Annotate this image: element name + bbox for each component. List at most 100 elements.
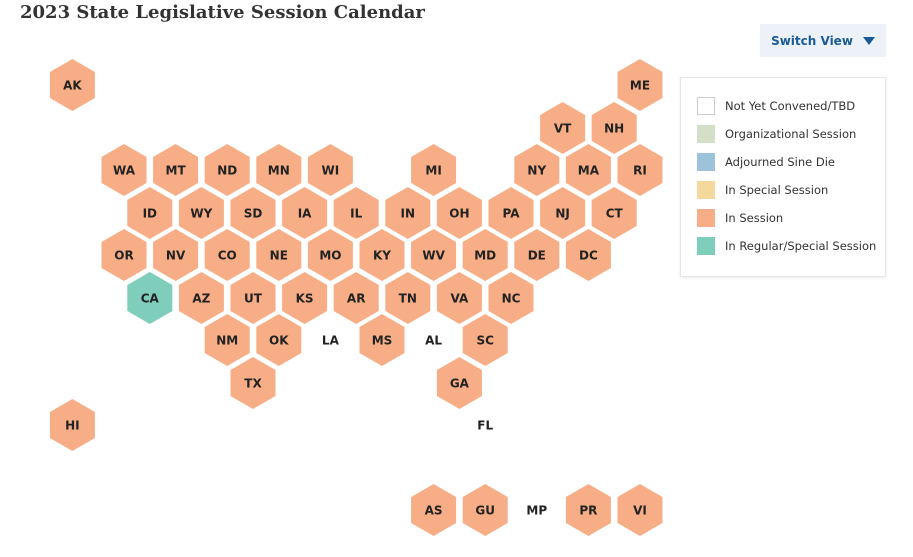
state-label: GA [450, 377, 470, 391]
state-label: MD [474, 249, 496, 263]
state-hex [462, 314, 508, 366]
state-label: NH [604, 122, 624, 136]
state-label: CO [218, 249, 237, 263]
state-hex [101, 229, 147, 281]
state-label: MA [578, 164, 600, 178]
state-hex [462, 484, 508, 536]
state-label: MI [425, 164, 441, 178]
state-label: OH [449, 207, 469, 221]
state-hex [617, 59, 663, 111]
state-hex [153, 144, 199, 196]
state-label: WA [113, 164, 136, 178]
state-hex [307, 144, 353, 196]
state-hex [617, 144, 663, 196]
state-label: MO [319, 249, 341, 263]
page-title: 2023 State Legislative Session Calendar [20, 2, 425, 23]
state-hex [204, 314, 250, 366]
state-label: MT [166, 164, 187, 178]
state-label: WV [422, 249, 445, 263]
state-hex [204, 144, 250, 196]
state-hex [282, 187, 328, 239]
legend-item: In Session [697, 204, 885, 232]
state-hex [333, 187, 379, 239]
state-hex [514, 144, 560, 196]
state-hex [436, 357, 482, 409]
state-label: IA [298, 207, 312, 221]
state-label: CA [141, 292, 160, 306]
state-label: IN [401, 207, 416, 221]
state-hex [411, 229, 457, 281]
legend-label: In Session [725, 211, 784, 225]
state-label: RI [633, 164, 647, 178]
legend-swatch [697, 125, 715, 143]
state-hex [127, 187, 173, 239]
state-label: KS [296, 292, 314, 306]
state-label: VI [633, 504, 647, 518]
legend-label: Organizational Session [725, 127, 857, 141]
state-hex [256, 144, 302, 196]
state-hex [127, 272, 173, 324]
state-hex [411, 314, 457, 366]
state-label: NV [166, 249, 186, 263]
legend-swatch [697, 209, 715, 227]
state-label: VA [451, 292, 469, 306]
state-label: IL [350, 207, 362, 221]
state-hex [49, 399, 95, 451]
state-hex [565, 144, 611, 196]
state-hex [204, 229, 250, 281]
state-label: TN [399, 292, 417, 306]
legend-label: Adjourned Sine Die [725, 155, 835, 169]
state-label: ND [217, 164, 237, 178]
state-hex [282, 272, 328, 324]
state-hex [230, 187, 276, 239]
legend-label: Not Yet Convened/TBD [725, 99, 856, 113]
state-hex [540, 102, 586, 154]
state-label: NJ [555, 207, 570, 221]
state-hex [178, 187, 224, 239]
state-label: OK [269, 334, 289, 348]
state-hex [462, 399, 508, 451]
state-label: SC [476, 334, 494, 348]
legend: Not Yet Convened/TBD Organizational Sessi… [680, 77, 886, 277]
state-label: AL [425, 334, 442, 348]
state-label: OR [114, 249, 133, 263]
state-label: VT [554, 122, 572, 136]
legend-item: Adjourned Sine Die [697, 148, 885, 176]
legend-item: In Special Session [697, 176, 885, 204]
state-hex [565, 229, 611, 281]
state-hex [101, 144, 147, 196]
state-hex [411, 144, 457, 196]
state-label: HI [65, 419, 80, 433]
state-hex [178, 272, 224, 324]
legend-label: In Special Session [725, 183, 829, 197]
state-label: MP [526, 504, 547, 518]
state-label: TX [244, 377, 262, 391]
state-hex [359, 314, 405, 366]
state-hex [436, 187, 482, 239]
state-label: CT [606, 207, 624, 221]
state-hex [540, 187, 586, 239]
state-hex [591, 102, 637, 154]
legend-swatch [697, 153, 715, 171]
legend-item: Not Yet Convened/TBD [697, 92, 885, 120]
state-hex [488, 187, 534, 239]
state-label: MN [268, 164, 290, 178]
state-hex [256, 229, 302, 281]
legend-item: In Regular/Special Session [697, 232, 885, 260]
dropdown-arrow [862, 36, 875, 45]
state-label: DC [579, 249, 598, 263]
state-label: AS [425, 504, 443, 518]
state-label: DE [528, 249, 546, 263]
legend-swatch [697, 181, 715, 199]
state-label: NE [270, 249, 288, 263]
state-hex [385, 272, 431, 324]
state-label: ID [143, 207, 157, 221]
state-hex [307, 314, 353, 366]
legend-swatch [697, 237, 715, 255]
button-label: Switch View [771, 33, 853, 48]
switch-view-button[interactable]: Switch View [760, 24, 886, 57]
state-hex [514, 229, 560, 281]
state-label: MS [372, 334, 393, 348]
